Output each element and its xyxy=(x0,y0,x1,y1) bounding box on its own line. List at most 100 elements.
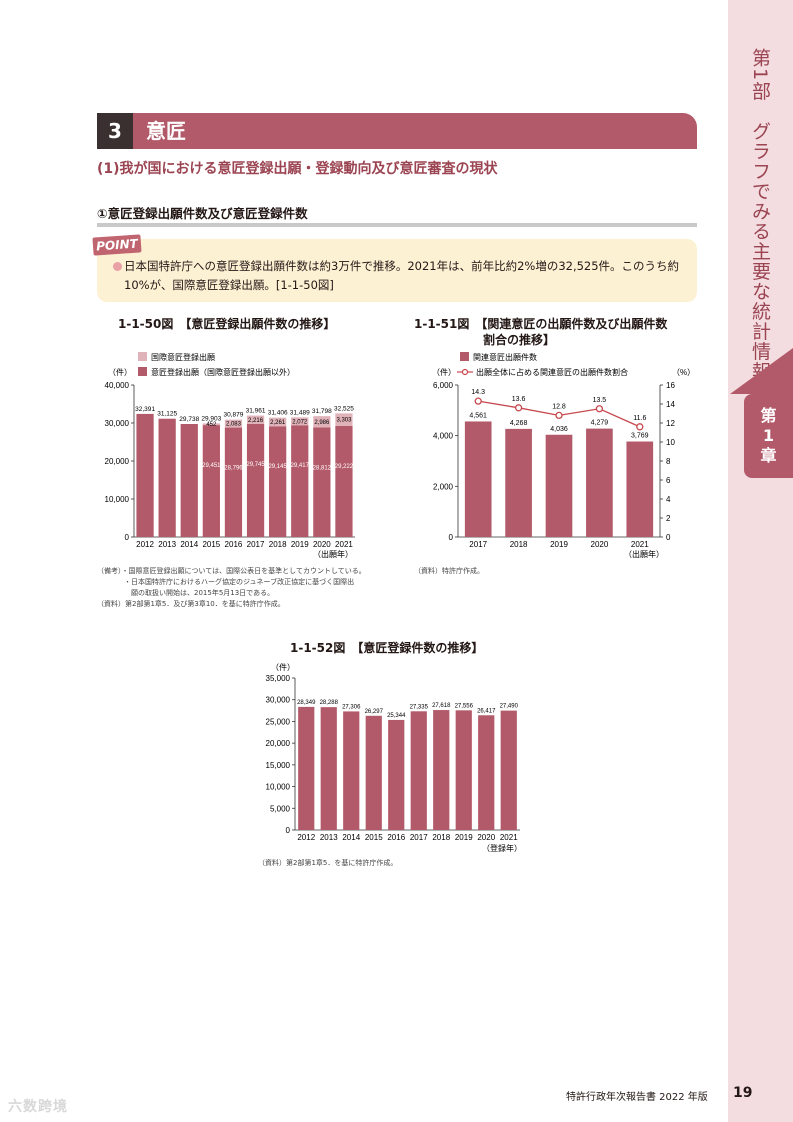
section-header-bar xyxy=(97,113,697,149)
y-tick-label: 0 xyxy=(286,826,291,835)
international-label: 2,072 xyxy=(292,419,308,425)
y-tick-label: 5,000 xyxy=(270,804,291,813)
x-tick-label: 2016 xyxy=(387,833,405,842)
ratio-point xyxy=(555,411,563,420)
y-tick-label: 35,000 xyxy=(266,674,291,683)
chart-title-51-line2: 割合の推移】 xyxy=(483,333,556,347)
y-axis-label: （件） xyxy=(271,662,295,672)
y-tick-label: 10,000 xyxy=(266,783,291,792)
total-label: 32,525 xyxy=(334,405,354,412)
chapter-label-1: 第 xyxy=(760,406,777,425)
y-right-tick-label: 14 xyxy=(666,400,675,409)
page-number: 19 xyxy=(733,1085,753,1101)
x-tick-label: 2013 xyxy=(320,833,338,842)
domestic-label: 29,451 xyxy=(202,463,221,469)
ratio-label: 13.6 xyxy=(512,396,526,403)
y-axis-label: （件） xyxy=(432,367,456,377)
y-tick-label: 2,000 xyxy=(433,482,454,491)
bar-international xyxy=(224,419,243,428)
bar-domestic xyxy=(180,423,198,537)
ratio-label: 13.5 xyxy=(593,397,607,404)
legend-label-domestic: 意匠登録出願（国際意匠登録出願以外） xyxy=(151,367,295,377)
point-text: 日本国特許庁への意匠登録出願件数は約3万件で推移。2021年は、前年比約2%増の… xyxy=(124,259,680,292)
total-label: 29,738 xyxy=(179,416,199,423)
x-tick-label: 2015 xyxy=(202,540,220,549)
total-label: 31,406 xyxy=(268,410,288,417)
sub-subsection-title: ①意匠登録出願件数及び意匠登録件数 xyxy=(97,206,308,221)
bar-registration xyxy=(500,710,517,830)
y-tick-label: 20,000 xyxy=(105,457,130,466)
bar-domestic xyxy=(335,425,353,537)
chapter-tab[interactable]: 第 1 章 xyxy=(744,394,793,478)
bar-registration xyxy=(433,710,450,830)
total-label: 30,879 xyxy=(224,412,244,419)
y-right-tick-label: 6 xyxy=(666,476,671,485)
y-right-tick-label: 2 xyxy=(666,514,671,523)
y-axis-right-label: （%） xyxy=(672,368,695,377)
part-label: 第1部 グラフでみる主要な統計情報 xyxy=(749,48,771,382)
bar-domestic xyxy=(246,423,265,537)
bar-label: 27,490 xyxy=(500,704,519,710)
x-tick-label: 2014 xyxy=(342,833,360,842)
bar-label: 28,349 xyxy=(297,700,316,706)
footer-report-title: 特許行政年次報告書 2022 年版 xyxy=(566,1092,708,1103)
x-tick-label: 2021 xyxy=(500,833,518,842)
ratio-point xyxy=(514,404,523,412)
watermark: 六数跨境 xyxy=(8,1099,68,1115)
international-label: 3,303 xyxy=(336,418,352,424)
bar-international xyxy=(269,417,287,427)
domestic-label: 29,745 xyxy=(246,462,265,468)
chapter-label-2: 1 xyxy=(762,426,775,445)
y-tick-label: 15,000 xyxy=(266,761,291,770)
bar-label: 27,335 xyxy=(410,704,429,710)
bar-related xyxy=(464,421,492,537)
point-box xyxy=(97,239,697,302)
y-axis-label: （件） xyxy=(108,367,132,377)
y-tick-label: 0 xyxy=(449,533,454,542)
bullet-icon xyxy=(113,262,122,271)
bar-label: 28,288 xyxy=(320,700,339,706)
chapter-arrow xyxy=(730,348,793,394)
bar-domestic xyxy=(313,427,331,537)
y-tick-label: 30,000 xyxy=(105,419,130,428)
x-tick-label: 2018 xyxy=(269,540,287,549)
x-tick-label: 2019 xyxy=(455,833,473,842)
x-tick-label: 2020 xyxy=(313,540,331,549)
chart-title-50: 1-1-50図 【意匠登録出願件数の推移】 xyxy=(118,317,336,331)
ratio-point xyxy=(636,423,644,431)
bar-registration xyxy=(410,711,427,830)
domestic-label: 28,796 xyxy=(224,466,243,472)
bar-label: 25,344 xyxy=(387,713,406,719)
ratio-label: 14.3 xyxy=(471,389,485,396)
y-tick-label: 25,000 xyxy=(266,717,291,726)
x-tick-label: 2016 xyxy=(225,540,243,549)
bar-related xyxy=(505,428,532,537)
bar-label: 4,036 xyxy=(550,426,568,433)
bar-registration xyxy=(478,715,495,830)
total-label: 31,961 xyxy=(246,408,266,415)
domestic-label: 29,145 xyxy=(268,464,287,470)
x-tick-label: 2012 xyxy=(136,540,154,549)
legend-swatch-international xyxy=(138,352,147,361)
bar-registration xyxy=(343,711,360,830)
y-right-tick-label: 10 xyxy=(666,438,675,447)
bar-domestic xyxy=(269,426,287,537)
bar-related xyxy=(626,441,654,537)
y-right-tick-label: 12 xyxy=(666,419,675,428)
bar-label: 26,297 xyxy=(365,709,384,715)
section-number: 3 xyxy=(97,113,133,149)
total-label: 31,798 xyxy=(312,408,332,415)
legend-swatch-domestic xyxy=(138,367,147,376)
x-axis-label: （出願年） xyxy=(313,549,353,559)
international-label: 452 xyxy=(206,422,217,428)
ratio-label: 11.6 xyxy=(633,415,646,422)
total-label: 32,391 xyxy=(135,406,155,413)
chart-50-note-2: ・日本国特許庁におけるハーグ協定のジュネーブ改正協定に基づく国際出 xyxy=(124,578,355,586)
international-label: 2,986 xyxy=(314,420,330,426)
x-tick-label: 2019 xyxy=(550,540,568,549)
y-right-tick-label: 0 xyxy=(666,533,671,542)
international-label: 2,216 xyxy=(248,418,264,424)
x-tick-label: 2017 xyxy=(247,540,265,549)
